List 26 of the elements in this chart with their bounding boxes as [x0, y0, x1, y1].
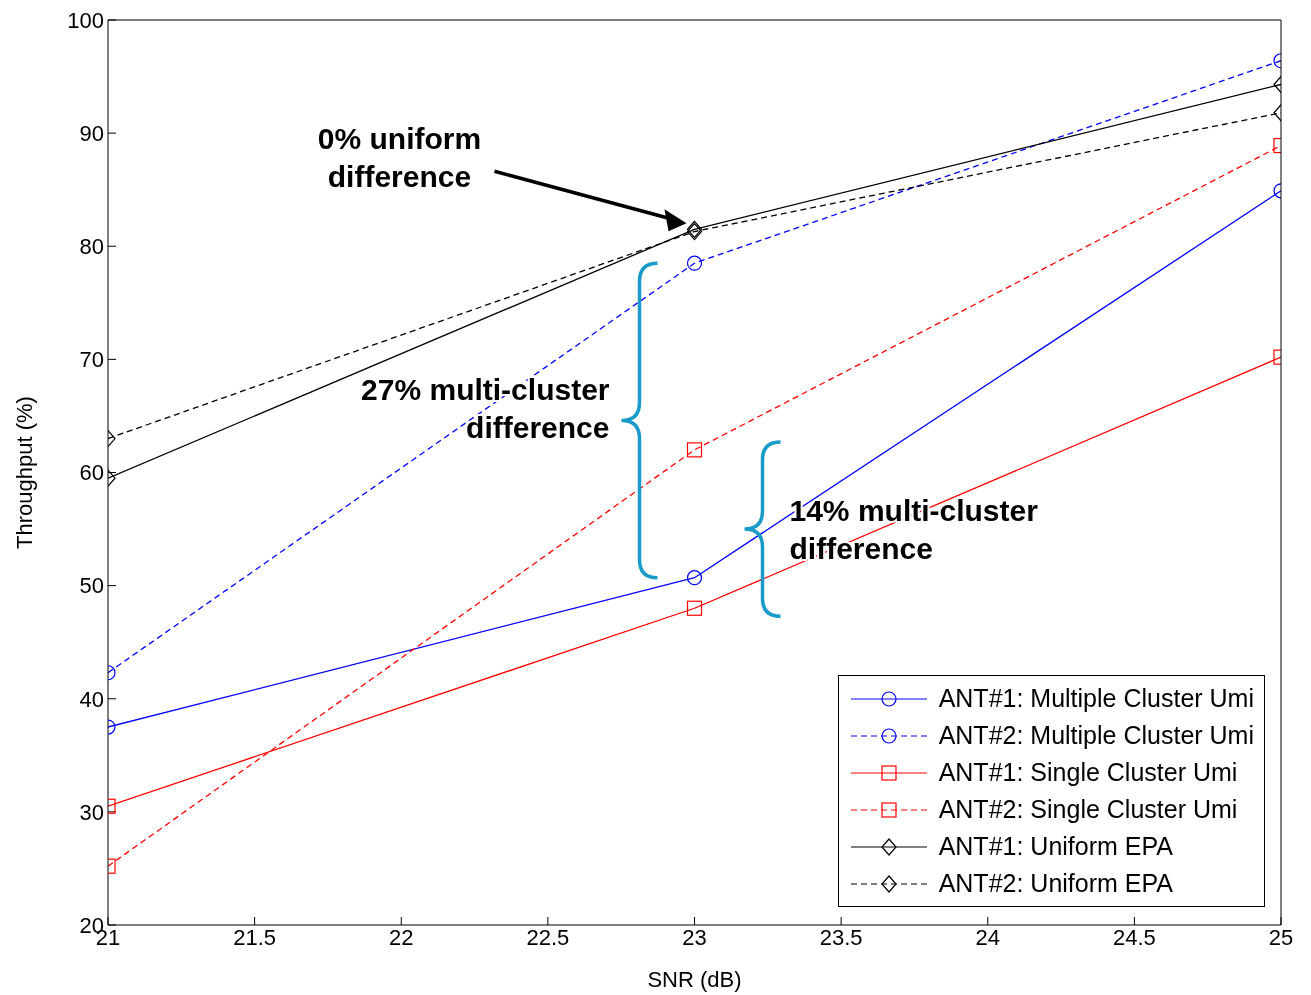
legend-label: ANT#1: Single Cluster Umi — [938, 758, 1238, 787]
x-tick-label: 24 — [975, 924, 1000, 950]
legend-label: ANT#2: Uniform EPA — [938, 869, 1173, 898]
legend-label: ANT#1: Uniform EPA — [938, 832, 1173, 861]
x-tick-label: 22.5 — [526, 924, 570, 950]
legend-label: ANT#1: Multiple Cluster Umi — [938, 684, 1254, 713]
legend-label: ANT#2: Multiple Cluster Umi — [938, 721, 1254, 750]
x-axis-title: SNR (dB) — [647, 967, 742, 992]
y-tick-label: 90 — [79, 120, 104, 146]
x-tick-label: 24.5 — [1112, 924, 1156, 950]
x-tick-label: 21.5 — [233, 924, 277, 950]
x-tick-label: 23.5 — [819, 924, 863, 950]
x-tick-label: 23 — [682, 924, 707, 950]
annotation: 0% uniform difference — [317, 122, 482, 194]
y-tick-label: 50 — [79, 573, 104, 599]
x-tick-label: 22 — [389, 924, 414, 950]
annotation: 27% multi-cluster difference — [361, 373, 610, 445]
legend-label: ANT#2: Single Cluster Umi — [938, 795, 1238, 824]
y-tick-label: 40 — [79, 686, 104, 712]
y-tick-label: 100 — [67, 7, 104, 33]
y-tick-label: 60 — [79, 460, 104, 486]
y-tick-label: 30 — [79, 799, 104, 825]
y-axis-title: Throughput (%) — [11, 396, 37, 549]
x-tick-label: 25 — [1268, 924, 1294, 950]
y-tick-label: 80 — [79, 234, 104, 260]
y-tick-label: 70 — [79, 347, 104, 373]
